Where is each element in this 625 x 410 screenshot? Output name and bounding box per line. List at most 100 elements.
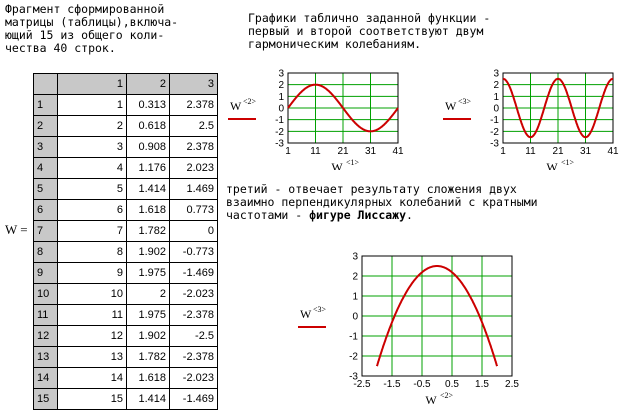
table-cell: 15 — [57, 388, 127, 410]
y-axis-label: W — [300, 307, 312, 321]
row-header: 11 — [33, 304, 58, 326]
y-tick-label: 2 — [278, 80, 284, 91]
table-cell: 1.414 — [126, 388, 170, 410]
table-cell: 0.618 — [126, 115, 170, 137]
table-cell: -2.5 — [169, 325, 218, 347]
x-tick-label: -1.5 — [383, 379, 401, 390]
table-cell: -2.023 — [169, 283, 218, 305]
y-tick-label: 2 — [493, 80, 499, 91]
y-tick-label: 0 — [278, 104, 284, 115]
table-cell: 7 — [57, 220, 127, 242]
x-tick-label: 1 — [285, 146, 291, 157]
table-cell: -2.378 — [169, 304, 218, 326]
x-axis-label-sup: <1> — [346, 158, 360, 167]
y-tick-label: 2 — [352, 272, 358, 283]
row-header: 5 — [33, 178, 58, 200]
y-tick-label: 0 — [352, 312, 358, 323]
table-row: 11 11 1.975 -2.378 — [33, 304, 218, 326]
y-tick-label: 1 — [278, 92, 284, 103]
table-row: 6 6 1.618 0.773 — [33, 199, 218, 221]
row-header: 8 — [33, 241, 58, 263]
table-cell: 2 — [126, 283, 170, 305]
x-tick-label: 21 — [552, 146, 564, 157]
row-header: 4 — [33, 157, 58, 179]
x-tick-label: 41 — [392, 146, 404, 157]
table-row: 13 13 1.782 -2.378 — [33, 346, 218, 368]
y-tick-label: -3 — [349, 372, 358, 383]
table-row: 1 1 0.313 2.378 — [33, 94, 218, 116]
row-header: 6 — [33, 199, 58, 221]
x-tick-label: 1 — [500, 146, 506, 157]
table-row: 15 15 1.414 -1.469 — [33, 388, 218, 410]
table-cell: 4 — [57, 157, 127, 179]
table-row: 7 7 1.782 0 — [33, 220, 218, 242]
plot-frame — [361, 255, 513, 377]
row-header: 13 — [33, 346, 58, 368]
x-tick-label: -0.5 — [413, 379, 431, 390]
x-axis-label-sup: <2> — [440, 391, 454, 400]
x-tick-label: 0.5 — [445, 379, 459, 390]
table-corner-cell — [33, 73, 58, 95]
table-cell: -2.023 — [169, 367, 218, 389]
y-axis-label-sup: <3> — [458, 97, 472, 106]
table-cell: 1.975 — [126, 304, 170, 326]
table-cell: 0.908 — [126, 136, 170, 158]
y-tick-label: 0 — [493, 104, 499, 115]
x-tick-label: 11 — [525, 146, 536, 157]
table-cell: 10 — [57, 283, 127, 305]
table-cell: 1.618 — [126, 199, 170, 221]
table-cell: 1.782 — [126, 346, 170, 368]
table-cell: 3 — [57, 136, 127, 158]
intro-text: Фрагмент сформированной матрицы (таблицы… — [5, 2, 179, 55]
x-tick-label: 21 — [337, 146, 349, 157]
table-cell: -1.469 — [169, 388, 218, 410]
y-axis-label: W — [230, 99, 242, 113]
lissajous-description-text: третий - отвечает результату сложения дв… — [226, 182, 538, 222]
table-cell: 2 — [57, 115, 127, 137]
table-cell: 1.176 — [126, 157, 170, 179]
lissajous-term: фигуре Лиссажу — [309, 208, 407, 222]
y-tick-label: -2 — [275, 127, 284, 138]
table-cell: 0.313 — [126, 94, 170, 116]
series-line — [376, 265, 498, 367]
x-tick-label: -2.5 — [353, 379, 371, 390]
table-row: 3 3 0.908 2.378 — [33, 136, 218, 158]
table-cell: 1.618 — [126, 367, 170, 389]
table-cell: 5 — [57, 178, 127, 200]
y-tick-label: -2 — [349, 352, 358, 363]
graphs-description: Графики таблично заданной функции - перв… — [248, 11, 491, 51]
table-row: 5 5 1.414 1.469 — [33, 178, 218, 200]
y-tick-label: -3 — [490, 139, 499, 150]
row-header: 9 — [33, 262, 58, 284]
row-header: 15 — [33, 388, 58, 410]
x-tick-label: 1.5 — [475, 379, 489, 390]
column-header: 2 — [126, 73, 170, 95]
y-tick-label: -1 — [349, 332, 358, 343]
y-tick-label: 1 — [352, 292, 358, 303]
x-tick-label: 41 — [607, 146, 619, 157]
y-tick-label: -1 — [275, 115, 284, 126]
series-line — [502, 77, 614, 139]
y-axis-label: W — [445, 99, 457, 113]
y-axis-label-sup: <2> — [243, 97, 257, 106]
table-cell: 1.782 — [126, 220, 170, 242]
table-cell: 2.023 — [169, 157, 218, 179]
matrix-table: 1 2 3 1 1 0.313 2.378 2 2 0.618 2.5 3 3 0.908 2.378 4 4 1… — [33, 73, 218, 410]
row-header: 1 — [33, 94, 58, 116]
x-axis-label: W — [331, 160, 343, 170]
matrix-label: W = — [5, 222, 28, 237]
table-cell: 6 — [57, 199, 127, 221]
x-axis-label: W — [425, 393, 437, 407]
table-cell: 0.773 — [169, 199, 218, 221]
x-axis-label: W — [546, 160, 558, 170]
table-row: 2 2 0.618 2.5 — [33, 115, 218, 137]
table-cell: -0.773 — [169, 241, 218, 263]
x-tick-label: 31 — [365, 146, 377, 157]
row-header: 7 — [33, 220, 58, 242]
table-cell: 1.414 — [126, 178, 170, 200]
table-cell: 2.378 — [169, 94, 218, 116]
